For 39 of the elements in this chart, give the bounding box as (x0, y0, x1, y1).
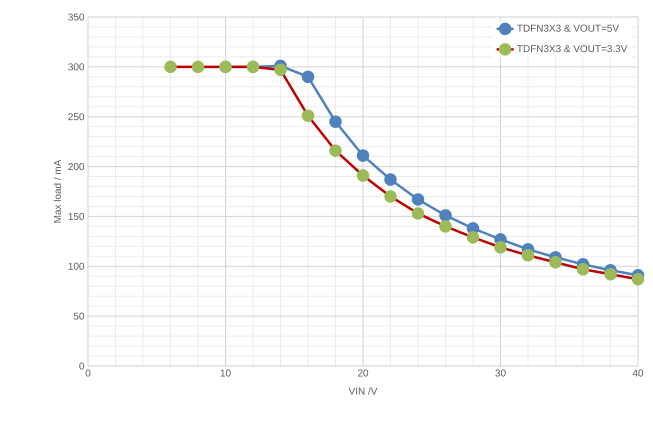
y-tick-label: 0 (79, 362, 84, 370)
point (604, 268, 617, 281)
point (384, 173, 397, 186)
point (412, 193, 424, 206)
x-tick-label: 30 (495, 370, 506, 377)
point (384, 190, 397, 203)
x-tick-label: 10 (220, 370, 231, 377)
point (192, 60, 204, 74)
point (522, 249, 534, 262)
y-tick-label: 350 (68, 13, 84, 21)
point (466, 231, 480, 244)
y-tick-label: 300 (68, 63, 84, 70)
x-tick-label: 40 (632, 370, 644, 377)
y-tick-label: 200 (68, 163, 84, 170)
point (302, 109, 314, 122)
legend-label: TDFN3X3 & VOUT=3.3V (517, 45, 628, 52)
point (164, 60, 177, 74)
y-tick-label: 50 (74, 312, 84, 320)
y-tick-label: 150 (68, 212, 84, 220)
y-tick-label: 100 (68, 262, 84, 270)
y-tick-label: 250 (68, 113, 84, 120)
point (439, 220, 452, 233)
point (576, 263, 590, 276)
x-axis-title: VIN /V (348, 387, 378, 395)
x-tick-label: 20 (358, 370, 368, 377)
point (494, 241, 507, 254)
point (329, 144, 342, 157)
point (356, 169, 370, 182)
legend-label: TDFN3X3 & VOUT=5V (517, 24, 619, 32)
y-axis-title: Max load / mA (54, 160, 62, 223)
x-tick-label: 0 (86, 370, 90, 377)
point (356, 149, 370, 162)
point (302, 70, 314, 84)
point (439, 209, 452, 222)
point (632, 273, 644, 286)
point (274, 64, 287, 76)
point (329, 115, 342, 128)
point (549, 256, 562, 269)
point (412, 207, 424, 220)
